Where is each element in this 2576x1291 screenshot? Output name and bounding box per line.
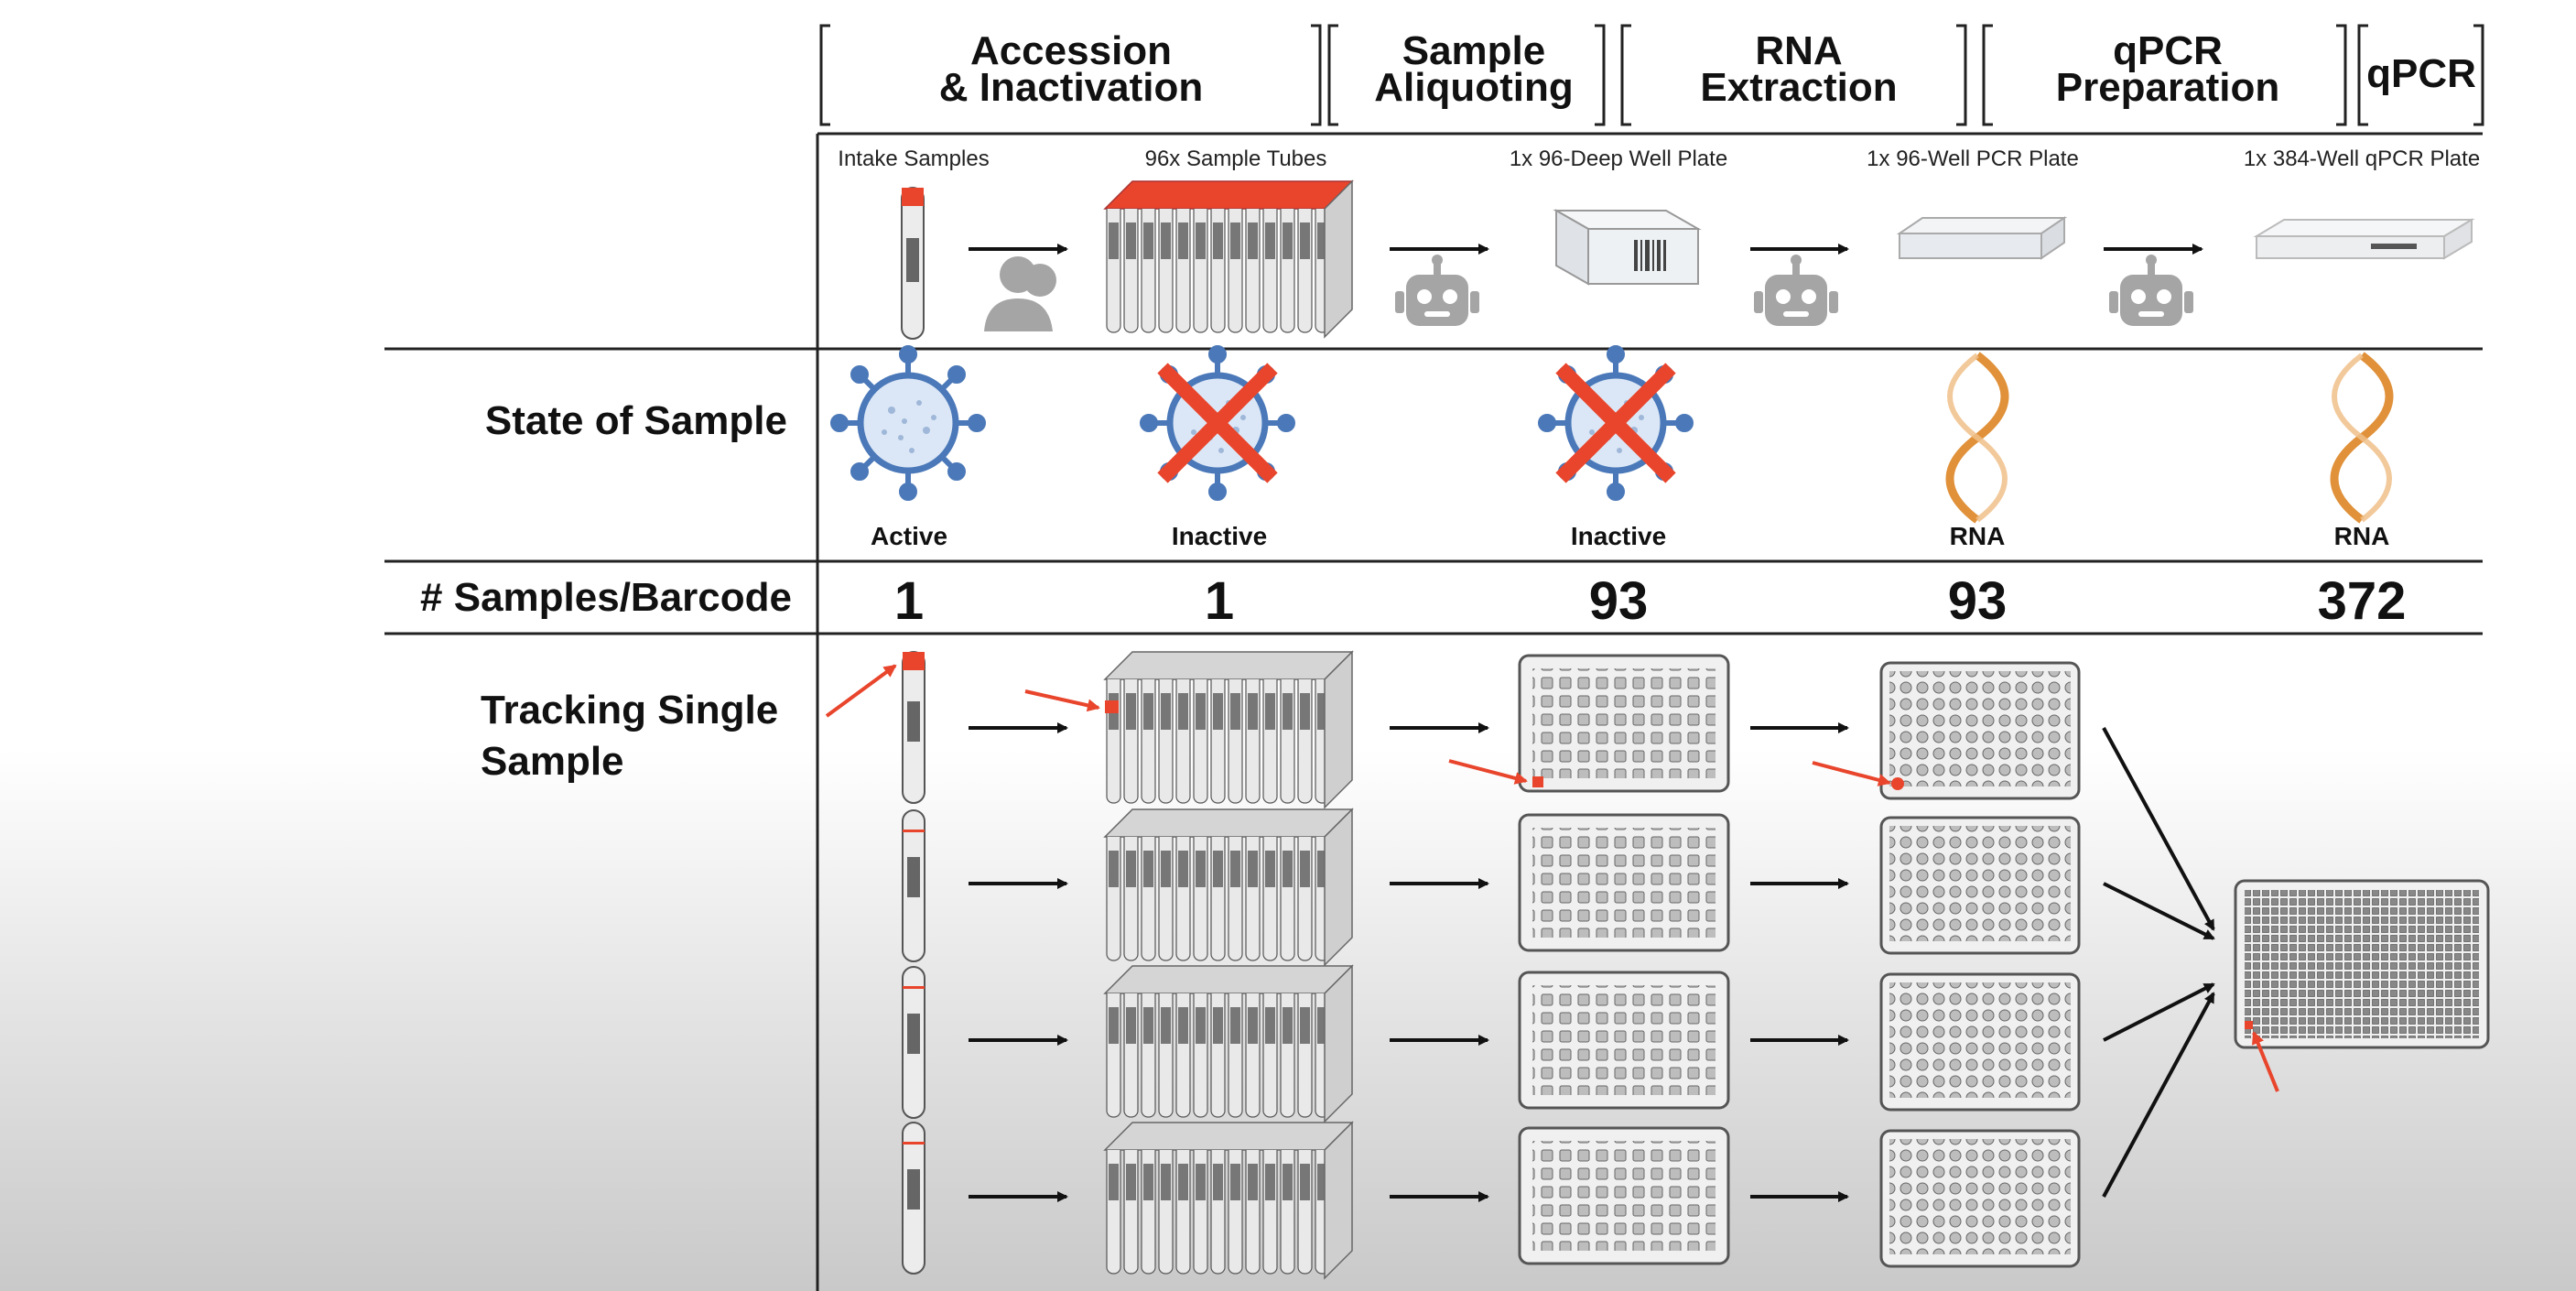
deep-well-plate-icon — [1553, 209, 1702, 286]
robot-icon — [2109, 255, 2193, 326]
qpcr-384-plate-icon — [2234, 879, 2490, 1049]
column-label-intake: Intake Samples — [838, 146, 989, 171]
state-label-qpcr-plate: RNA — [2334, 522, 2390, 550]
sample-tube-rack-icon — [1104, 651, 1353, 808]
sample-tube-rack-icon — [1104, 180, 1353, 338]
tube-icon — [902, 651, 925, 804]
qpcr-plate-icon — [2253, 218, 2475, 260]
pcr-plate-icon — [1879, 1129, 2081, 1268]
pointer-arrow — [1812, 761, 1891, 787]
deep-well-plate-icon — [1518, 654, 1730, 793]
tracking-row — [902, 808, 2081, 966]
tracking-row — [902, 651, 2081, 808]
row-label-tracking: Tracking Single — [481, 688, 778, 732]
pointer-arrow — [825, 664, 897, 718]
column-label-pcr-plate: 1x 96-Well PCR Plate — [1867, 146, 2079, 171]
virus-active-icon — [833, 348, 983, 498]
stage-subtitle-aliquoting: Aliquoting — [1374, 65, 1574, 110]
count-pcr-plate: 93 — [1948, 571, 2008, 631]
sample-tube-rack-icon — [1104, 965, 1353, 1123]
stage-title-qpcr-prep: qPCR — [2113, 28, 2223, 73]
person-icon — [984, 256, 1056, 331]
state-label-deep-well: Inactive — [1571, 522, 1666, 550]
pointer-arrow — [1448, 759, 1528, 785]
column-label-deep-well: 1x 96-Deep Well Plate — [1510, 146, 1727, 171]
sample-pointer-arrows — [825, 664, 2279, 1092]
pcr-plate-icon — [1879, 661, 2081, 800]
count-deep-well: 93 — [1589, 571, 1649, 631]
column-label-qpcr-plate: 1x 384-Well qPCR Plate — [2244, 146, 2480, 171]
stage-title-qpcr: qPCR — [2366, 51, 2476, 96]
pointer-arrow — [2252, 1031, 2279, 1092]
count-qpcr-plate: 372 — [2318, 571, 2407, 631]
deep-well-plate-icon — [1518, 971, 1730, 1110]
stage-title-accession: Accession — [970, 28, 1172, 73]
rna-helix-icon — [1950, 355, 2005, 520]
state-label-intake: Active — [871, 522, 947, 550]
tube-icon — [902, 1122, 925, 1275]
robot-icon — [1754, 255, 1838, 326]
deep-well-plate-icon — [1518, 1126, 1730, 1265]
pointer-arrow — [1024, 689, 1100, 712]
tube-icon — [902, 966, 925, 1119]
tracking-row — [902, 1122, 2081, 1279]
deep-well-plate-icon — [1518, 813, 1730, 952]
stage-title-rna-extraction: RNA — [1755, 28, 1842, 73]
virus-inactive-icon — [1541, 348, 1691, 498]
pcr-plate-icon — [1879, 816, 2081, 955]
tracking-row — [902, 965, 2081, 1123]
row-label-count: # Samples/Barcode — [420, 575, 792, 620]
stage-title-aliquoting: Sample — [1402, 28, 1546, 73]
intake-tube-icon — [901, 187, 925, 340]
pcr-plate-icon — [1879, 972, 2081, 1112]
tube-icon — [902, 809, 925, 962]
stage-subtitle-rna-extraction: Extraction — [1700, 65, 1897, 110]
state-label-sample-tubes: Inactive — [1172, 522, 1267, 550]
count-intake: 1 — [894, 571, 924, 631]
rna-helix-icon — [2334, 355, 2389, 520]
column-label-sample-tubes: 96x Sample Tubes — [1145, 146, 1327, 171]
converging-arrows — [2102, 727, 2215, 1198]
stage-subtitle-accession: & Inactivation — [939, 65, 1204, 110]
pcr-plate-icon — [1896, 216, 2068, 260]
robot-icon — [1395, 255, 1479, 326]
state-label-pcr-plate: RNA — [1950, 522, 2006, 550]
sample-tube-rack-icon — [1104, 1122, 1353, 1279]
virus-inactive-icon — [1142, 348, 1293, 498]
row-label-state: State of Sample — [485, 398, 787, 443]
sample-tube-rack-icon — [1104, 808, 1353, 966]
table-grid — [384, 132, 2483, 1291]
stage-bracket-left — [819, 24, 830, 126]
row-label-tracking-line2: Sample — [481, 739, 624, 784]
stage-subtitle-qpcr-prep: Preparation — [2056, 65, 2280, 110]
stage-header — [819, 24, 2484, 126]
count-sample-tubes: 1 — [1205, 571, 1234, 631]
